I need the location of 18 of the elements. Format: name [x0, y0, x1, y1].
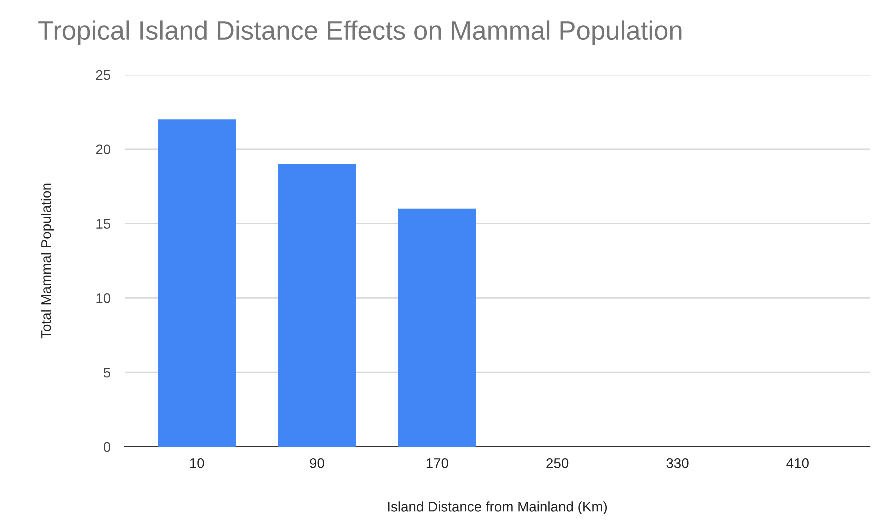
x-axis-title: Island Distance from Mainland (Km) [388, 502, 608, 515]
x-tick-label: 170 [426, 458, 448, 468]
y-tick-label: 5 [104, 368, 111, 378]
x-tick-label: 410 [786, 458, 809, 468]
x-tick-label: 250 [546, 458, 569, 468]
x-tick-label: 330 [666, 458, 689, 468]
y-tick-label: 20 [96, 144, 111, 155]
y-tick-label: 10 [96, 294, 111, 304]
y-tick-label: 0 [104, 442, 111, 452]
bar [398, 208, 476, 447]
x-tick-label: 10 [190, 458, 204, 468]
bar [278, 164, 356, 447]
x-tick-label: 90 [310, 458, 324, 468]
y-tick-label: 15 [96, 219, 111, 229]
y-tick-label: 25 [96, 70, 111, 80]
chart-title: Tropical Island Distance Effects on Mammal Population [38, 20, 682, 46]
bar [158, 120, 236, 447]
y-axis-title: Total Mammal Population [41, 184, 54, 339]
